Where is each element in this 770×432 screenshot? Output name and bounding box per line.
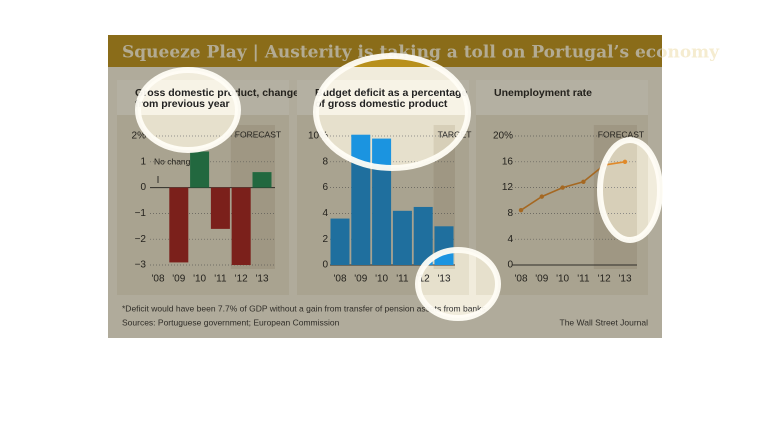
- y-tick-label: 2%: [132, 131, 147, 142]
- x-tick-label: '09: [172, 274, 185, 285]
- y-tick-label: 1: [140, 156, 146, 167]
- point: [539, 194, 544, 199]
- y-tick-label: 10%: [308, 131, 328, 142]
- x-tick-label: '10: [556, 274, 569, 285]
- y-tick-label: 16: [502, 156, 514, 167]
- point: [560, 185, 565, 190]
- bar: [190, 151, 210, 188]
- x-tick-label: '09: [535, 274, 548, 285]
- bar: [330, 218, 350, 265]
- x-tick-label: '11: [214, 274, 227, 285]
- y-tick-label: 0: [140, 182, 146, 193]
- bar: [169, 187, 189, 263]
- y-tick-label: −2: [135, 234, 147, 245]
- x-tick-label: '12: [417, 274, 430, 285]
- bar: [231, 187, 251, 265]
- y-tick-label: 0: [507, 260, 513, 271]
- x-tick-label: '10: [193, 274, 206, 285]
- y-tick-label: 20%: [493, 131, 513, 142]
- y-tick-label: 12: [502, 182, 514, 193]
- line: [520, 161, 626, 211]
- x-tick-label: '08: [333, 274, 346, 285]
- x-tick-label: '12: [598, 274, 611, 285]
- x-tick-label: '12: [235, 274, 248, 285]
- footnote: *Deficit would have been 7.7% of GDP wit…: [122, 303, 486, 313]
- y-tick-label: 0: [322, 260, 328, 271]
- x-tick-label: '09: [354, 274, 367, 285]
- band-label: FORECAST: [598, 129, 644, 139]
- title-bar: [108, 35, 662, 67]
- y-tick-label: 4: [322, 208, 328, 219]
- y-tick-label: 2: [322, 234, 328, 245]
- annotation: No change: [154, 156, 195, 166]
- y-tick-label: 6: [322, 182, 328, 193]
- point: [518, 207, 524, 213]
- panel-title-box: [476, 80, 648, 115]
- x-tick-label: '13: [437, 274, 450, 285]
- panel-title: Unemployment rate: [494, 87, 592, 99]
- x-tick-label: '08: [514, 274, 527, 285]
- y-tick-label: 8: [507, 208, 513, 219]
- y-tick-label: −1: [135, 208, 147, 219]
- bar: [392, 210, 412, 265]
- bar: [252, 172, 272, 188]
- band-label: TARGET: [438, 129, 472, 139]
- x-tick-label: '13: [618, 274, 631, 285]
- spotlight-rims: [135, 53, 663, 321]
- chart-title: Squeeze Play | Austerity is taking a tol…: [122, 43, 720, 63]
- y-tick-label: 4: [507, 234, 513, 245]
- panel-title: Gross domestic product, changefrom previ…: [135, 87, 299, 110]
- credit: The Wall Street Journal: [560, 317, 649, 327]
- x-tick-label: '13: [255, 274, 268, 285]
- point: [622, 159, 628, 164]
- y-tick-label: −3: [135, 260, 147, 271]
- bar: [210, 187, 230, 229]
- bar: [413, 206, 433, 265]
- x-tick-label: '08: [151, 274, 164, 285]
- dim-overlay: [108, 35, 662, 338]
- x-tick-label: '10: [375, 274, 388, 285]
- x-tick-label: '11: [577, 274, 590, 285]
- y-tick-label: 8: [322, 156, 328, 167]
- panel-title: Budget deficit as a percentageof gross d…: [315, 87, 467, 110]
- point: [581, 179, 586, 184]
- source: Sources: Portuguese government; European…: [122, 317, 340, 327]
- charts: Gross domestic product, changefrom previ…: [117, 80, 648, 295]
- band-label: FORECAST: [235, 129, 281, 139]
- x-tick-label: '11: [396, 274, 409, 285]
